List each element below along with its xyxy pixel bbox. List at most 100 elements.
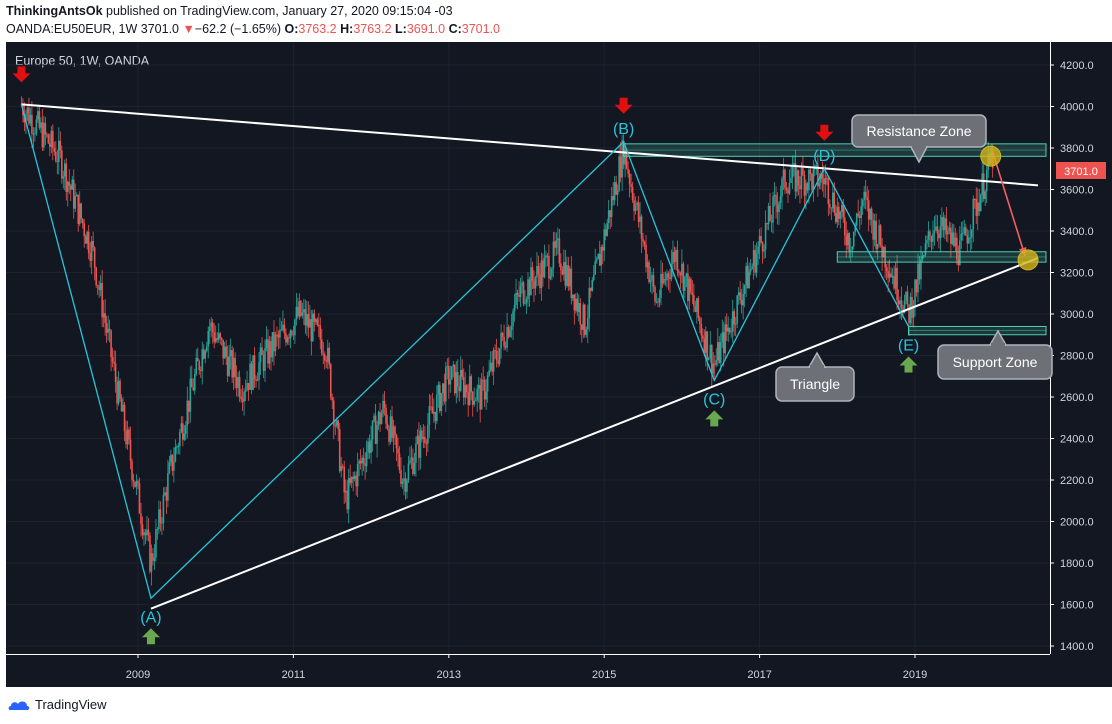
candle-body [43, 122, 45, 148]
candle-body [374, 415, 377, 444]
candle-body [779, 196, 782, 203]
candle-body [616, 190, 619, 195]
candle-body [135, 480, 138, 487]
candle-body [534, 277, 537, 289]
candle-body [66, 181, 69, 192]
candle-body [355, 475, 357, 487]
candle-body [226, 357, 229, 376]
candle-body [878, 225, 880, 244]
candle-body [25, 113, 27, 123]
time-axis[interactable]: 2009 2011 2013 2015 2017 2019 [6, 654, 1050, 681]
candle-body [938, 233, 940, 239]
candle-body [790, 178, 792, 183]
support-zone-callout[interactable]: Support Zone [937, 329, 1053, 380]
candle-body [439, 384, 441, 412]
candle-body [737, 292, 740, 296]
candle-body [495, 351, 498, 361]
price-tick-label: 3400.0 [1060, 226, 1094, 238]
candle-body [110, 330, 112, 358]
candle-body [542, 260, 544, 278]
chart-area[interactable]: Europe 50, 1W, OANDA (A) (B) (C) (D) (E) 140… [6, 42, 1112, 687]
candle-body [98, 286, 100, 291]
candle-body [872, 220, 874, 240]
candle-body [337, 420, 340, 430]
candle-body [92, 240, 94, 248]
candle-body [401, 481, 404, 484]
candle-body [279, 329, 281, 338]
candle-body [982, 173, 985, 199]
candle-body [216, 338, 218, 340]
candle-body [515, 292, 517, 305]
candle-body [657, 301, 659, 303]
candle-body [280, 329, 283, 331]
candle-body [415, 443, 417, 463]
tradingview-brand[interactable]: TradingView [8, 697, 107, 712]
triangle-callout[interactable]: Triangle [775, 351, 855, 402]
resistance-zone-callout[interactable]: Resistance Zone [851, 114, 987, 164]
candle-body [947, 230, 949, 235]
candle-body [358, 460, 360, 464]
candle-body [370, 439, 372, 453]
candle-body [69, 185, 72, 190]
candle-body [192, 387, 195, 391]
candle-body [866, 197, 868, 201]
candle-body [740, 300, 743, 306]
candle-body [867, 200, 870, 220]
candle-body [548, 255, 550, 279]
candle-body [612, 196, 614, 201]
candle-body [128, 429, 130, 440]
candle-body [483, 379, 486, 400]
candle-body [619, 156, 622, 178]
candle-body [918, 263, 921, 280]
trendlines-layer[interactable] [20, 103, 1039, 610]
candle-body [371, 420, 374, 440]
candle-body [561, 270, 564, 275]
candle-body [876, 243, 879, 249]
candle-body [289, 330, 292, 339]
chart-svg[interactable]: Europe 50, 1W, OANDA (A) (B) (C) (D) (E) 140… [6, 42, 1112, 687]
candle-body [960, 233, 963, 241]
candle-body [365, 452, 368, 467]
candle-body [185, 425, 187, 434]
candle-body [453, 364, 456, 394]
candle-body [564, 262, 567, 286]
candle-body [164, 492, 166, 496]
candle-body [55, 151, 57, 161]
candle-body [295, 306, 298, 320]
candle-body [474, 400, 477, 402]
candle-body [199, 370, 202, 372]
candle-body [116, 382, 118, 404]
candle-body [953, 232, 955, 247]
zones-layer[interactable] [623, 143, 1047, 336]
candle-body [973, 198, 976, 200]
candle-body [173, 461, 175, 471]
candle-body [818, 182, 821, 187]
author-name[interactable]: ThinkingAntsOk [6, 4, 103, 18]
candle-body [800, 168, 803, 190]
candle-body [600, 247, 603, 266]
candle-body [890, 273, 892, 278]
candle-body [543, 257, 546, 278]
candle-body [852, 231, 855, 247]
price-axis[interactable]: 1400.0 1600.0 1800.0 2000.0 2200.0 2400.0 2600… [1050, 42, 1112, 687]
candle-body [894, 267, 897, 289]
candle-body [40, 122, 42, 128]
candle-body [410, 457, 413, 461]
candle-body [909, 296, 912, 324]
candle-body [637, 202, 640, 222]
change-value: −62.2 (−1.65%) [194, 22, 282, 36]
candle-body [477, 385, 480, 389]
candle-body [806, 183, 809, 191]
candle-body [195, 357, 198, 375]
candle-body [488, 370, 490, 376]
candle-body [900, 300, 903, 308]
candle-body [343, 466, 346, 493]
candle-body [579, 303, 582, 325]
candle-body [896, 267, 898, 300]
candle-body [722, 332, 725, 354]
current-price-circle [980, 145, 1002, 167]
candle-body [220, 337, 223, 340]
candle-body [229, 350, 232, 357]
candle-body [906, 291, 909, 305]
candle-body [60, 150, 63, 179]
